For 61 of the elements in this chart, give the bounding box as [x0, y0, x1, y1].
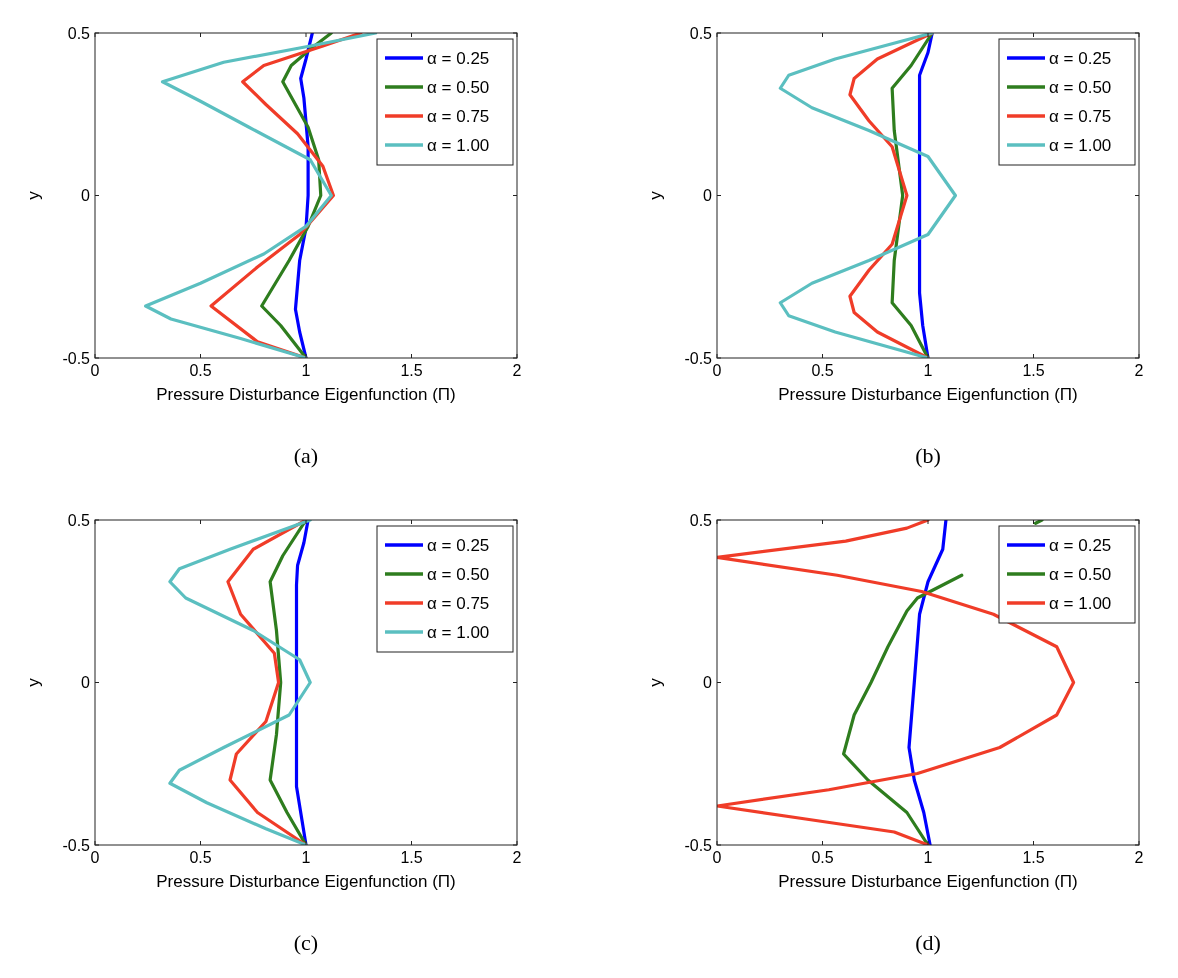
legend-label: α = 0.75: [427, 106, 490, 126]
line-series: [717, 520, 1076, 845]
line-series: [907, 520, 948, 845]
legend-label: α = 0.75: [1049, 106, 1112, 126]
x-tick-label: 1: [301, 362, 311, 379]
y-tick-label: 0: [81, 187, 91, 205]
y-axis-title: y: [24, 677, 43, 687]
x-tick-label: 2: [512, 362, 522, 379]
x-tick-label: 1.5: [400, 362, 423, 379]
y-tick-label: 0: [703, 187, 713, 205]
y-tick-label: -0.5: [62, 836, 91, 854]
x-tick-label: 0.5: [189, 849, 212, 866]
text: (c): [293, 930, 319, 955]
y-tick-label: 0.5: [67, 24, 91, 42]
x-tick-label: 2: [1134, 849, 1144, 866]
legend-label: α = 0.50: [427, 564, 490, 584]
legend-label: α = 0.25: [1049, 535, 1112, 555]
legend-label: α = 0.50: [1049, 77, 1112, 97]
x-tick-label: 1: [301, 849, 311, 866]
x-tick-label: 1: [923, 849, 933, 866]
legend-label: α = 0.25: [1049, 48, 1112, 68]
x-tick-label: 1.5: [1022, 849, 1045, 866]
line-series: [848, 33, 934, 358]
y-axis-title: y: [24, 190, 43, 200]
legend-label: α = 1.00: [427, 135, 490, 155]
x-tick-label: 1.5: [1022, 362, 1045, 379]
legend-label: α = 0.25: [427, 535, 490, 555]
x-axis-title: Pressure Disturbance Eigenfunction (Π): [778, 385, 1078, 404]
y-axis-title: y: [646, 677, 665, 687]
legend-label: α = 1.00: [1049, 135, 1112, 155]
x-tick-label: 0.5: [811, 849, 834, 866]
x-tick-label: 0.5: [811, 362, 834, 379]
legend-label: α = 1.00: [427, 622, 490, 642]
y-tick-label: 0: [81, 674, 91, 692]
y-tick-label: -0.5: [62, 349, 91, 367]
y-tick-label: 0.5: [689, 511, 713, 529]
x-tick-label: 2: [1134, 362, 1144, 379]
text: (d): [915, 930, 941, 955]
legend-label: α = 1.00: [1049, 593, 1112, 613]
text: (b): [915, 443, 941, 468]
x-axis-title: Pressure Disturbance Eigenfunction (Π): [156, 872, 456, 891]
y-tick-label: -0.5: [684, 349, 713, 367]
x-tick-label: 1.5: [400, 849, 423, 866]
x-tick-label: 0.5: [189, 362, 212, 379]
x-axis-title: Pressure Disturbance Eigenfunction (Π): [156, 385, 456, 404]
legend-label: α = 0.75: [427, 593, 490, 613]
legend-label: α = 0.50: [427, 77, 490, 97]
x-tick-label: 1: [923, 362, 933, 379]
line-series: [144, 33, 378, 358]
line-series: [168, 520, 312, 845]
line-series: [778, 33, 958, 358]
legend-label: α = 0.25: [427, 48, 490, 68]
y-tick-label: 0.5: [67, 511, 91, 529]
y-tick-label: -0.5: [684, 836, 713, 854]
y-tick-label: 0: [703, 674, 713, 692]
x-axis-title: Pressure Disturbance Eigenfunction (Π): [778, 872, 1078, 891]
legend-label: α = 0.50: [1049, 564, 1112, 584]
text: (a): [293, 443, 319, 468]
y-axis-title: y: [646, 190, 665, 200]
x-tick-label: 2: [512, 849, 522, 866]
y-tick-label: 0.5: [689, 24, 713, 42]
